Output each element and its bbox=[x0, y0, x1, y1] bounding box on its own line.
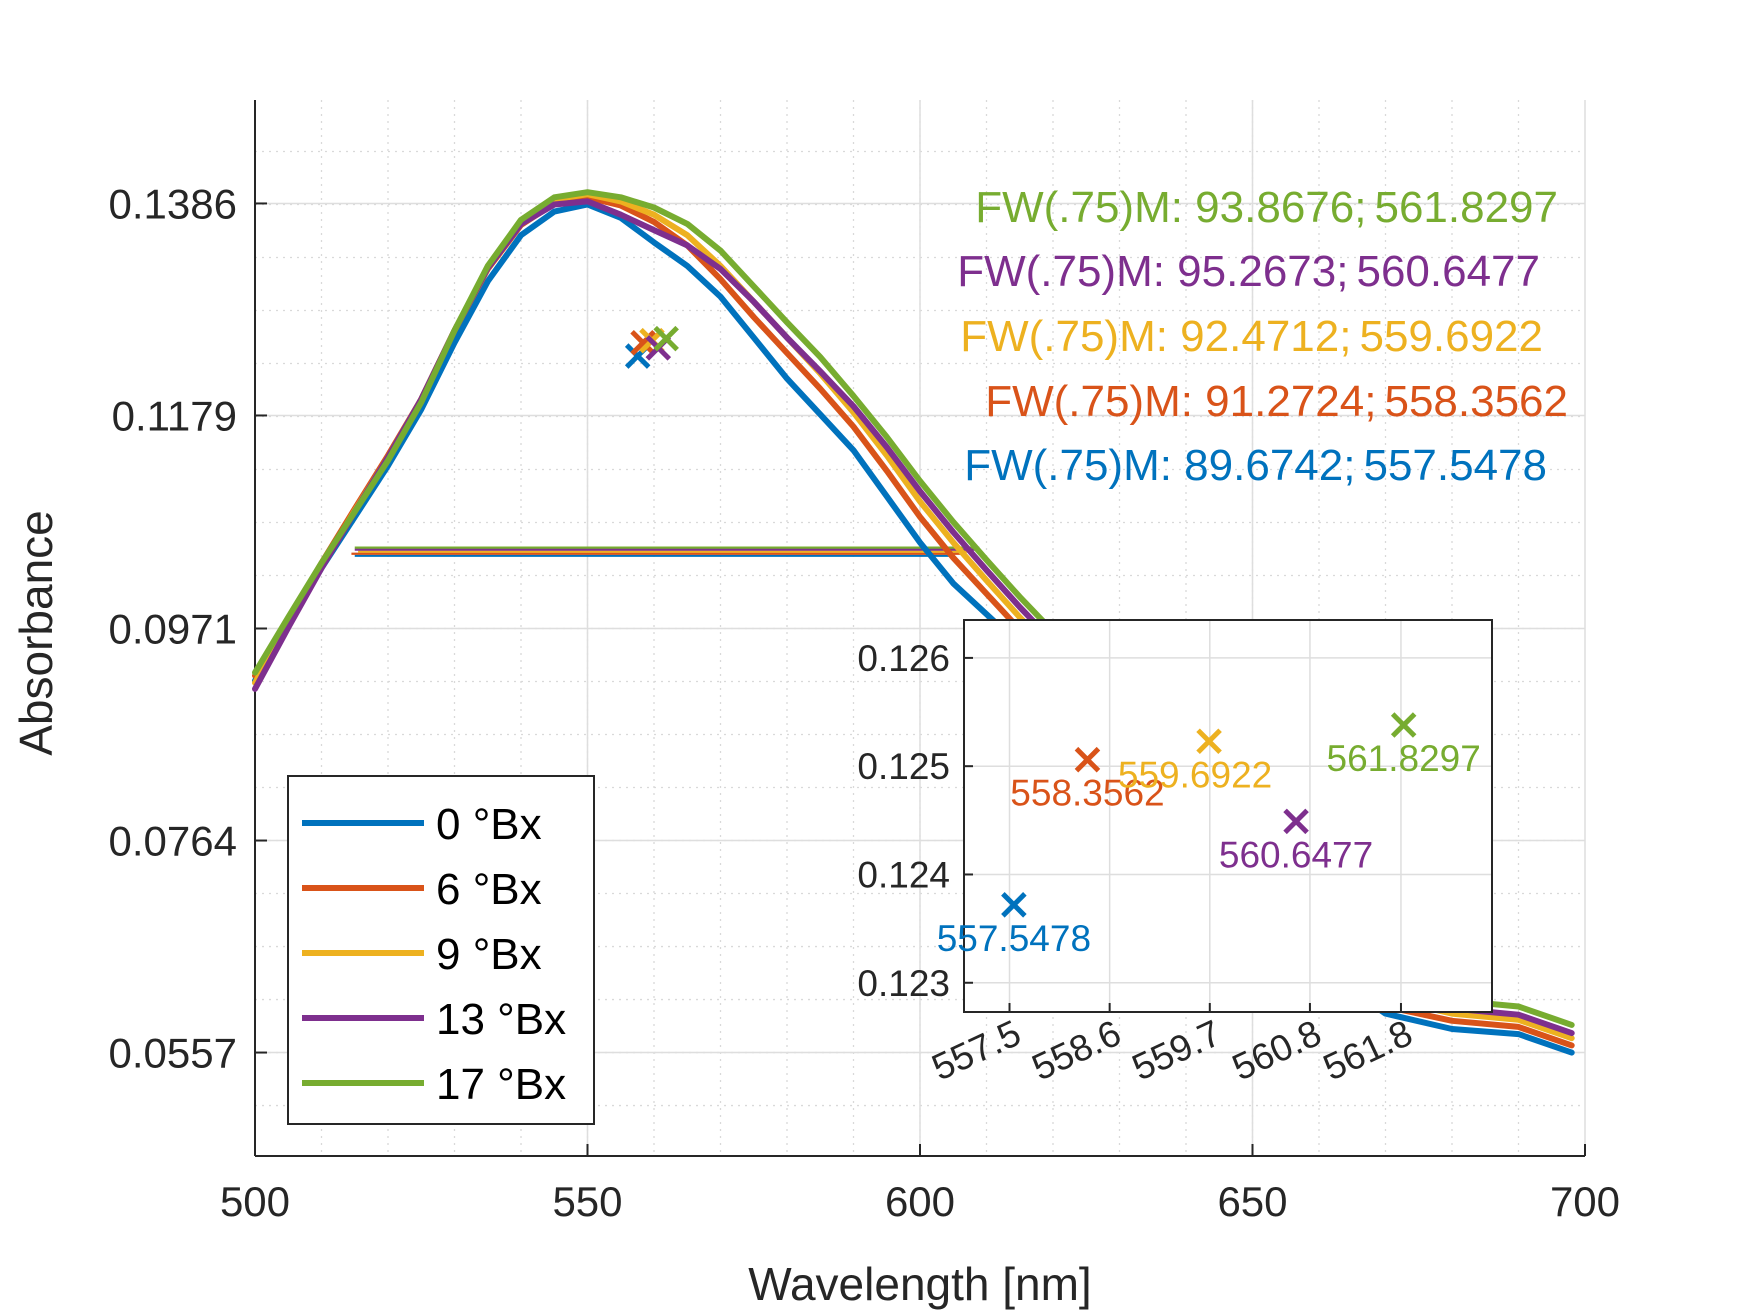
x-tick-label: 500 bbox=[220, 1178, 290, 1225]
inset-point-1 bbox=[1074, 746, 1101, 773]
legend-label-1: 6 °Bx bbox=[436, 865, 542, 914]
marker-stroke bbox=[1196, 728, 1222, 755]
y-tick-label: 0.0557 bbox=[109, 1030, 237, 1077]
centroid-marker-4 bbox=[653, 325, 679, 352]
legend-label-4: 17 °Bx bbox=[436, 1060, 566, 1109]
inset-frame bbox=[963, 619, 1493, 1013]
legend-label-2: 9 °Bx bbox=[436, 930, 542, 979]
annotation-center-text: 558.3562 bbox=[1384, 377, 1568, 426]
legend: 0 °Bx 6 °Bx 9 °Bx 13 °Bx 17 °Bx bbox=[287, 775, 595, 1125]
y-tick-label: 0.0971 bbox=[109, 606, 237, 653]
inset-y-tick-label: 0.123 bbox=[857, 963, 950, 1004]
inset-point-2 bbox=[1196, 728, 1222, 755]
annotation-fwhm-text: FW(.75)M: 93.8676; bbox=[975, 183, 1366, 232]
marker-stroke bbox=[1390, 712, 1417, 738]
marker-stroke bbox=[630, 329, 656, 356]
inset-y-tick-label: 0.125 bbox=[857, 746, 950, 787]
y-tick-label: 0.0764 bbox=[109, 818, 237, 865]
legend-label-3: 13 °Bx bbox=[436, 995, 566, 1044]
inset-point-0 bbox=[1001, 892, 1027, 918]
annotation-center-text: 561.8297 bbox=[1374, 183, 1558, 232]
inset-point-label-4: 561.8297 bbox=[1327, 738, 1481, 779]
annotation-fwhm-text: FW(.75)M: 89.6742; bbox=[964, 441, 1355, 490]
annotation-fwhm-text: FW(.75)M: 91.2724; bbox=[985, 377, 1376, 426]
annotation-center-text: 560.6477 bbox=[1356, 247, 1540, 296]
inset-point-3 bbox=[1283, 808, 1309, 835]
x-tick-label: 550 bbox=[552, 1178, 622, 1225]
fwhm-annotation-1: FW(.75)M: 95.2673; 560.6477 bbox=[957, 247, 1540, 296]
inset-plot: 0.1230.1240.1250.126557.5558.6559.7560.8… bbox=[857, 619, 1493, 1088]
marker-stroke bbox=[1283, 808, 1309, 835]
marker-stroke bbox=[1001, 892, 1027, 918]
y-tick-label: 0.1386 bbox=[109, 180, 237, 227]
inset-grid bbox=[964, 620, 1492, 1012]
fwhm-annotation-0: FW(.75)M: 93.8676; 561.8297 bbox=[975, 183, 1558, 232]
inset-point-label-3: 560.6477 bbox=[1219, 834, 1373, 875]
x-tick-label: 650 bbox=[1217, 1178, 1287, 1225]
legend-label-0: 0 °Bx bbox=[436, 800, 542, 849]
inset-point-label-2: 559.6922 bbox=[1118, 754, 1272, 795]
y-axis-title: Absorbance bbox=[10, 510, 62, 756]
fwhm-annotation-3: FW(.75)M: 91.2724; 558.3562 bbox=[985, 377, 1568, 426]
annotation-center-text: 559.6922 bbox=[1359, 312, 1543, 361]
centroid-marker-1 bbox=[630, 329, 656, 356]
marker-stroke bbox=[1074, 746, 1101, 773]
x-axis-title: Wavelength [nm] bbox=[748, 1258, 1091, 1310]
fwhm-annotation-2: FW(.75)M: 92.4712; 559.6922 bbox=[960, 312, 1543, 361]
annotation-fwhm-text: FW(.75)M: 95.2673; bbox=[957, 247, 1348, 296]
x-tick-label: 600 bbox=[885, 1178, 955, 1225]
fwhm-annotation-4: FW(.75)M: 89.6742; 557.5478 bbox=[964, 441, 1547, 490]
inset-y-tick-label: 0.126 bbox=[857, 638, 950, 679]
inset-point-4 bbox=[1390, 712, 1417, 738]
inset-background bbox=[964, 620, 1492, 1012]
annotation-center-text: 557.5478 bbox=[1363, 441, 1547, 490]
inset-y-tick-label: 0.124 bbox=[857, 854, 950, 895]
y-tick-label: 0.1179 bbox=[112, 392, 237, 439]
inset-point-label-0: 557.5478 bbox=[937, 918, 1091, 959]
x-tick-label: 700 bbox=[1550, 1178, 1620, 1225]
marker-stroke bbox=[653, 325, 679, 352]
annotation-fwhm-text: FW(.75)M: 92.4712; bbox=[960, 312, 1351, 361]
inset-point-label-1: 558.3562 bbox=[1010, 773, 1164, 814]
